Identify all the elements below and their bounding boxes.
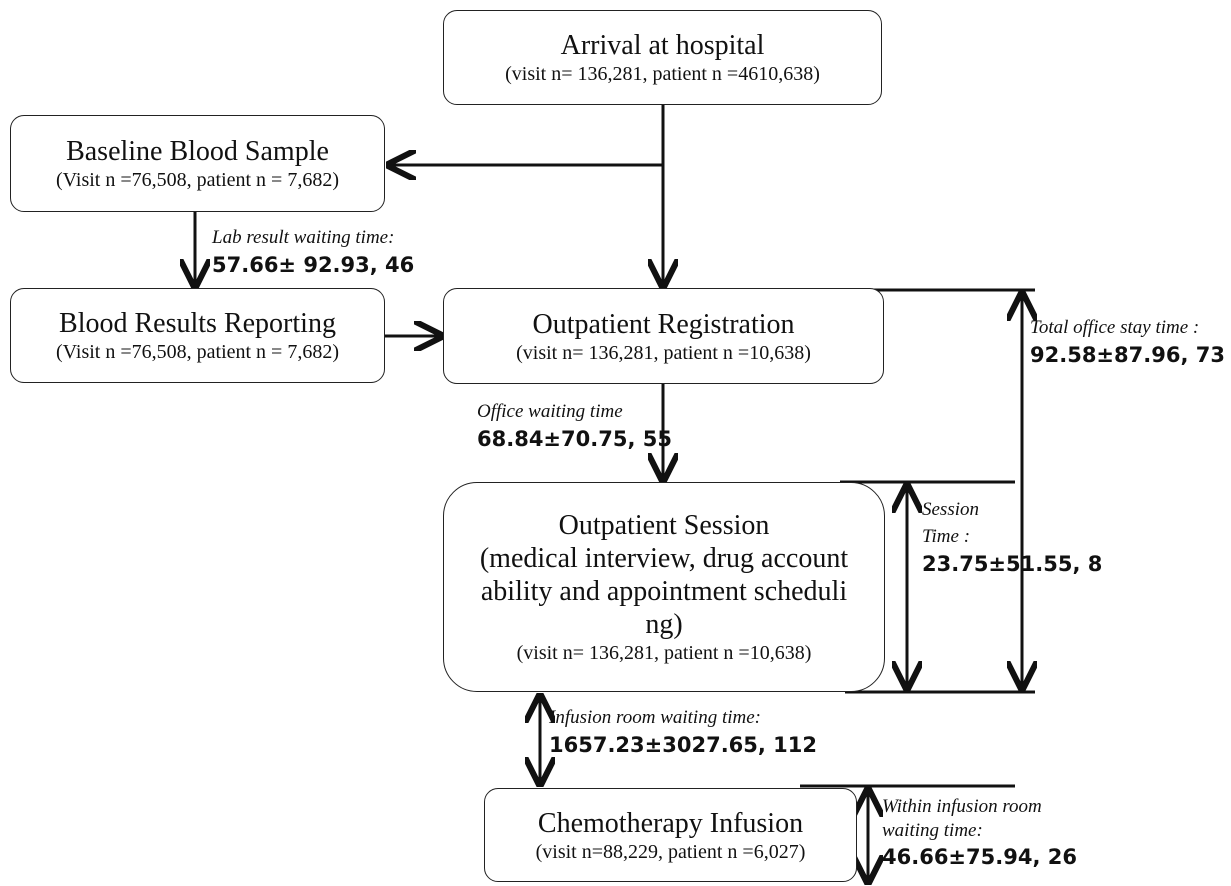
node-detail: (visit n= 136,281, patient n =10,638) [516, 642, 812, 664]
node-title: Outpatient Registration [532, 308, 795, 340]
node-title: (medical interview, drug account [479, 543, 849, 574]
node-detail: (Visit n =76,508, patient n = 7,682) [56, 169, 339, 191]
node-title: Arrival at hospital [560, 30, 765, 61]
node: Outpatient Session (medical interview, d… [443, 482, 885, 692]
node-detail: (visit n=88,229, patient n =6,027) [535, 840, 806, 863]
node: Outpatient Registration (visit n= 136,28… [443, 288, 884, 384]
node-title: Blood Results Reporting [59, 308, 336, 339]
annotation: Within infusion room waiting time: 46.66… [882, 795, 1077, 871]
annotation-label: waiting time: [882, 820, 983, 841]
annotation-label: Office waiting time [477, 401, 623, 422]
node: Blood Results Reporting (Visit n =76,508… [10, 288, 385, 383]
annotation-value: 46.66±75.94, 26 [882, 845, 1077, 869]
annotation-value: 57.66± 92.93, 46 [212, 253, 415, 277]
annotation: Total office stay time : 92.58±87.96, 73 [1030, 314, 1225, 369]
node-detail: (visit n= 136,281, patient n =4610,638) [505, 63, 820, 85]
node: Baseline Blood Sample (Visit n =76,508, … [10, 115, 385, 212]
node-title: Baseline Blood Sample [66, 136, 329, 167]
annotation-label: Session [922, 499, 979, 520]
annotation-value: 1657.23±3027.65, 112 [549, 733, 818, 757]
node-detail: (Visit n =76,508, patient n = 7,682) [56, 341, 339, 363]
annotation-label: Infusion room waiting time: [549, 707, 761, 728]
annotation-label: Total office stay time : [1030, 317, 1200, 338]
annotation-value: 92.58±87.96, 73 [1030, 343, 1225, 367]
node-title: ng) [645, 609, 683, 640]
annotation-label: Lab result waiting time: [212, 227, 395, 248]
annotation-value: 68.84±70.75, 55 [477, 427, 672, 451]
node: Arrival at hospital (visit n= 136,281, p… [443, 10, 882, 105]
node-title: Chemotherapy Infusion [537, 807, 804, 839]
annotation: Lab result waiting time: 57.66± 92.93, 4… [212, 224, 414, 279]
node: Chemotherapy Infusion (visit n=88,229, p… [484, 788, 857, 882]
node-detail: (visit n= 136,281, patient n =10,638) [516, 341, 811, 364]
annotation-label: Time : [922, 526, 971, 547]
annotation: Session Time : 23.75±51.55, 8 [922, 496, 1102, 578]
node-title: Outpatient Session [558, 510, 770, 541]
annotation-label: Within infusion room [882, 796, 1042, 817]
annotation-value: 23.75±51.55, 8 [922, 552, 1103, 576]
node-title: ability and appointment scheduli [480, 576, 848, 607]
annotation: Infusion room waiting time: 1657.23±3027… [549, 704, 817, 759]
annotation: Office waiting time 68.84±70.75, 55 [477, 398, 672, 453]
